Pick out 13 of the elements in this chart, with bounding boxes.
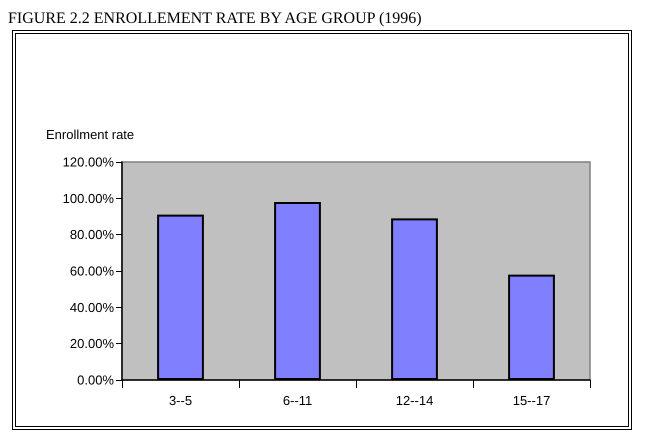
x-tick-label: 15--17 <box>512 393 550 408</box>
y-tick-label: 100.00% <box>62 190 114 206</box>
y-tick-label: 40.00% <box>70 300 114 315</box>
x-tick-label: 3--5 <box>168 393 192 408</box>
y-tick-label: 120.00% <box>62 154 114 170</box>
y-tick-label: 20.00% <box>70 336 114 352</box>
chart-title: FIGURE 2.2 ENROLLEMENT RATE BY AGE GROUP (1996) <box>8 9 423 29</box>
y-axis-title: Enrollment rate <box>46 127 134 142</box>
x-tick-label: 12--14 <box>396 393 434 408</box>
y-tick-label: 0.00% <box>77 372 114 388</box>
y-tick-label: 60.00% <box>70 264 114 278</box>
y-tick-label: 80.00% <box>70 227 114 242</box>
x-tick-label: 6--11 <box>282 393 312 408</box>
